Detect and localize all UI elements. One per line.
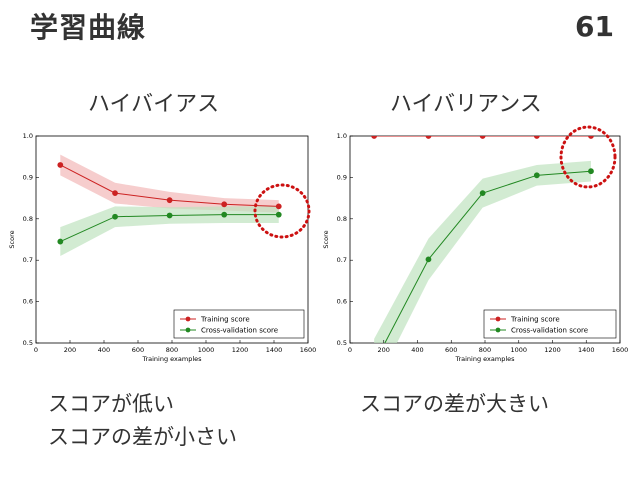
y-tick-label: 0.8 [337,215,347,223]
data-point [588,136,594,139]
y-tick-label: 0.8 [23,215,33,223]
legend-label: Cross-validation score [511,327,588,335]
legend-marker [495,327,501,333]
x-tick-label: 1000 [198,346,215,354]
page-number: 61 [575,10,614,43]
y-tick-label: 1.0 [337,132,347,140]
confidence-band-0 [60,154,279,213]
y-tick-label: 0.5 [23,339,33,347]
x-tick-label: 200 [378,346,390,354]
x-tick-label: 400 [411,346,423,354]
x-tick-label: 1400 [578,346,595,354]
legend-marker [185,316,191,322]
y-tick-label: 0.9 [23,173,33,181]
slide-title: 学習曲線 [30,11,147,44]
data-point [533,136,540,139]
confidence-band-1 [374,160,591,343]
data-point [371,136,378,139]
x-tick-label: 400 [98,346,110,354]
y-axis-label: Score [8,230,16,248]
data-point [588,168,594,175]
data-point [221,201,228,208]
x-tick-label: 0 [348,346,352,354]
legend-marker [495,316,501,322]
plot-content [57,154,282,257]
legend-box [483,309,617,339]
x-tick-label: 1600 [300,346,317,354]
y-tick-label: 1.0 [23,132,33,140]
plot-content [371,136,594,343]
x-tick-label: 1000 [510,346,527,354]
left-caption-low-score: スコアが低い [48,392,174,416]
y-tick-label: 0.7 [23,256,33,264]
left-caption-small-gap: スコアの差が小さい [48,425,237,449]
legend-label: Training score [200,316,250,324]
y-axis-label: Score [322,230,330,248]
high-bias-learning-curve-chart: 0 200 400 600 800 1000 1200 1400 1600 0.5 0.6 0.7 0.… [6,124,318,370]
data-point [221,211,228,218]
right-caption-large-gap: スコアの差が大きい [360,392,549,416]
x-tick-label: 600 [132,346,144,354]
x-axis-label: Training examples [454,355,515,363]
data-point [479,136,486,139]
high-variance-learning-curve-chart: 0 200 400 600 800 1000 1200 1400 1600 0.5 0.6 0.7 0.… [316,124,632,370]
y-tick-label: 0.6 [337,298,347,306]
highlight-ellipse [559,125,617,189]
legend-marker [185,327,191,333]
data-point [57,238,64,245]
left-chart-heading: ハイバイアス [88,92,220,117]
x-tick-label: 1400 [266,346,283,354]
data-point [275,211,282,218]
y-tick-label: 0.7 [337,256,347,264]
data-point [166,212,173,219]
legend-label: Cross-validation score [201,327,278,335]
x-tick-label: 600 [445,346,457,354]
data-point [112,190,118,197]
legend-label: Training score [510,316,560,324]
y-tick-label: 0.5 [337,339,347,347]
x-tick-label: 1200 [232,346,249,354]
y-tick-label: 0.9 [337,173,347,181]
highlight-ellipse [253,183,311,239]
data-point [425,136,432,139]
right-chart-heading: ハイバリアンス [390,92,542,117]
legend-box [173,309,305,339]
x-tick-label: 1600 [612,346,629,354]
x-tick-label: 1200 [544,346,561,354]
data-point [166,197,173,204]
y-tick-label: 0.6 [23,298,33,306]
x-tick-label: 200 [64,346,76,354]
x-tick-label: 800 [479,346,491,354]
data-point [479,190,486,197]
x-axis-label: Training examples [141,355,202,363]
x-tick-label: 800 [166,346,178,354]
data-point [57,162,64,168]
data-point [275,203,282,210]
data-point [533,172,540,179]
data-point [112,213,118,220]
data-point [425,256,432,263]
x-tick-label: 0 [34,346,38,354]
